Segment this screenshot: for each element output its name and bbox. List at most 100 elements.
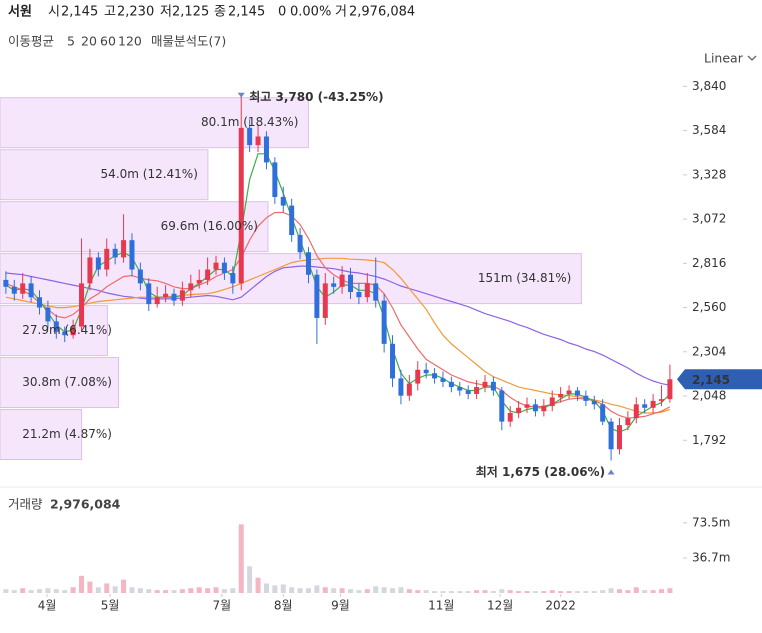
candle-body bbox=[121, 240, 127, 258]
candle-body bbox=[297, 234, 303, 253]
volume-bar bbox=[79, 575, 85, 593]
volume-bar bbox=[549, 590, 555, 593]
candle-body bbox=[263, 136, 269, 163]
candle-body bbox=[20, 283, 26, 294]
candle-body bbox=[305, 252, 311, 275]
volume-bar bbox=[230, 588, 236, 593]
legend-entry[interactable]: 20 bbox=[81, 34, 97, 49]
y-tick-label: 3,584 bbox=[692, 123, 726, 137]
candle-body bbox=[600, 404, 606, 422]
candle-body bbox=[448, 381, 454, 388]
candle-body bbox=[591, 400, 597, 405]
volume-bar bbox=[432, 591, 438, 593]
moving-average bbox=[5, 265, 671, 386]
candle-body bbox=[490, 381, 496, 391]
volume-bar bbox=[390, 588, 396, 593]
field-value: 2,145 bbox=[228, 5, 265, 20]
volume-bar bbox=[465, 591, 471, 593]
field-label: 종 bbox=[214, 5, 226, 20]
volume-bar bbox=[263, 583, 269, 593]
candle-body bbox=[659, 399, 665, 401]
legend-entry[interactable]: 60 bbox=[100, 34, 116, 49]
candle-body bbox=[112, 248, 118, 258]
candle-body bbox=[221, 262, 227, 273]
volume-bar bbox=[37, 589, 43, 593]
legend-entry[interactable]: 5 bbox=[67, 34, 75, 49]
profile-label: 30.8m (7.08%) bbox=[22, 375, 112, 389]
volume-bar bbox=[137, 588, 143, 593]
candle-body bbox=[87, 257, 93, 284]
profile-toggle[interactable]: 매물분석도(7) bbox=[151, 34, 226, 49]
scale-label[interactable]: Linear bbox=[704, 51, 744, 66]
volume-bar bbox=[591, 591, 597, 593]
candle-body bbox=[364, 283, 370, 298]
field-value: 2,976,084 bbox=[349, 5, 415, 20]
volume-bar bbox=[95, 587, 101, 593]
candle-body bbox=[289, 205, 295, 235]
volume-bar bbox=[574, 591, 580, 593]
x-tick-label: 9월 bbox=[331, 599, 350, 613]
candle-body bbox=[457, 387, 463, 391]
candle-body bbox=[650, 400, 656, 408]
y-tick-label: 3,328 bbox=[692, 167, 726, 181]
candle-body bbox=[322, 283, 328, 318]
candle-body bbox=[516, 407, 522, 413]
volume-bars bbox=[3, 524, 673, 593]
candle-body bbox=[524, 404, 530, 408]
volume-bar bbox=[490, 591, 496, 593]
candle-body bbox=[339, 274, 345, 287]
volume-bar bbox=[280, 584, 286, 593]
candle-body bbox=[616, 425, 622, 450]
candle-body bbox=[314, 274, 320, 318]
volume-bar bbox=[146, 589, 152, 593]
candle-body bbox=[255, 136, 261, 146]
y-tick-label: 1,792 bbox=[692, 433, 726, 447]
volume-bar bbox=[348, 589, 354, 593]
candle-body bbox=[608, 421, 614, 450]
profile-label: 21.2m (4.87%) bbox=[22, 427, 112, 441]
field-label: 거 bbox=[335, 5, 347, 20]
volume-title: 거래량 bbox=[8, 497, 43, 512]
volume-bar bbox=[558, 591, 564, 593]
price-plot bbox=[0, 96, 673, 461]
scale-toggle[interactable]: Linear bbox=[704, 51, 757, 66]
legend-title[interactable]: 이동평균 bbox=[8, 34, 54, 49]
volume-bar bbox=[415, 590, 421, 593]
candle-body bbox=[79, 283, 85, 327]
candle-body bbox=[406, 383, 412, 396]
volume-bar bbox=[314, 585, 320, 593]
candle-body bbox=[205, 269, 211, 280]
field-label: 시 bbox=[48, 5, 60, 20]
volume-bar bbox=[297, 588, 303, 593]
profile-label: 27.9m (6.41%) bbox=[22, 323, 112, 337]
y-tick-label: 2,560 bbox=[692, 300, 726, 314]
candle-body bbox=[398, 378, 404, 396]
volume-bar bbox=[583, 591, 589, 593]
volume-bar bbox=[322, 587, 328, 593]
field-label: 저 bbox=[160, 5, 172, 20]
candle-body bbox=[95, 257, 101, 270]
candle-body bbox=[331, 283, 337, 287]
candle-body bbox=[272, 162, 278, 197]
candle-body bbox=[171, 293, 177, 301]
candle-body bbox=[390, 343, 396, 379]
legend-entry[interactable]: 120 bbox=[118, 34, 142, 49]
last-price-label: 2,145 bbox=[692, 373, 730, 387]
x-tick-label: 2022 bbox=[545, 599, 576, 613]
volume-bar bbox=[616, 589, 622, 593]
candle-body bbox=[381, 300, 387, 344]
profile-label: 151m (34.81%) bbox=[478, 271, 572, 285]
change: 0 bbox=[278, 5, 286, 20]
candle-body bbox=[146, 283, 152, 305]
volume-bar bbox=[398, 587, 404, 593]
candle-body bbox=[45, 307, 51, 322]
volume-bar bbox=[406, 589, 412, 593]
legend: 5 20 60 120 bbox=[67, 34, 142, 49]
volume-bar bbox=[205, 588, 211, 593]
volume-bar bbox=[20, 588, 26, 593]
volume-bar bbox=[221, 589, 227, 593]
volume-bar bbox=[381, 587, 387, 593]
volume-bar bbox=[532, 591, 538, 593]
volume-bar bbox=[247, 566, 253, 593]
